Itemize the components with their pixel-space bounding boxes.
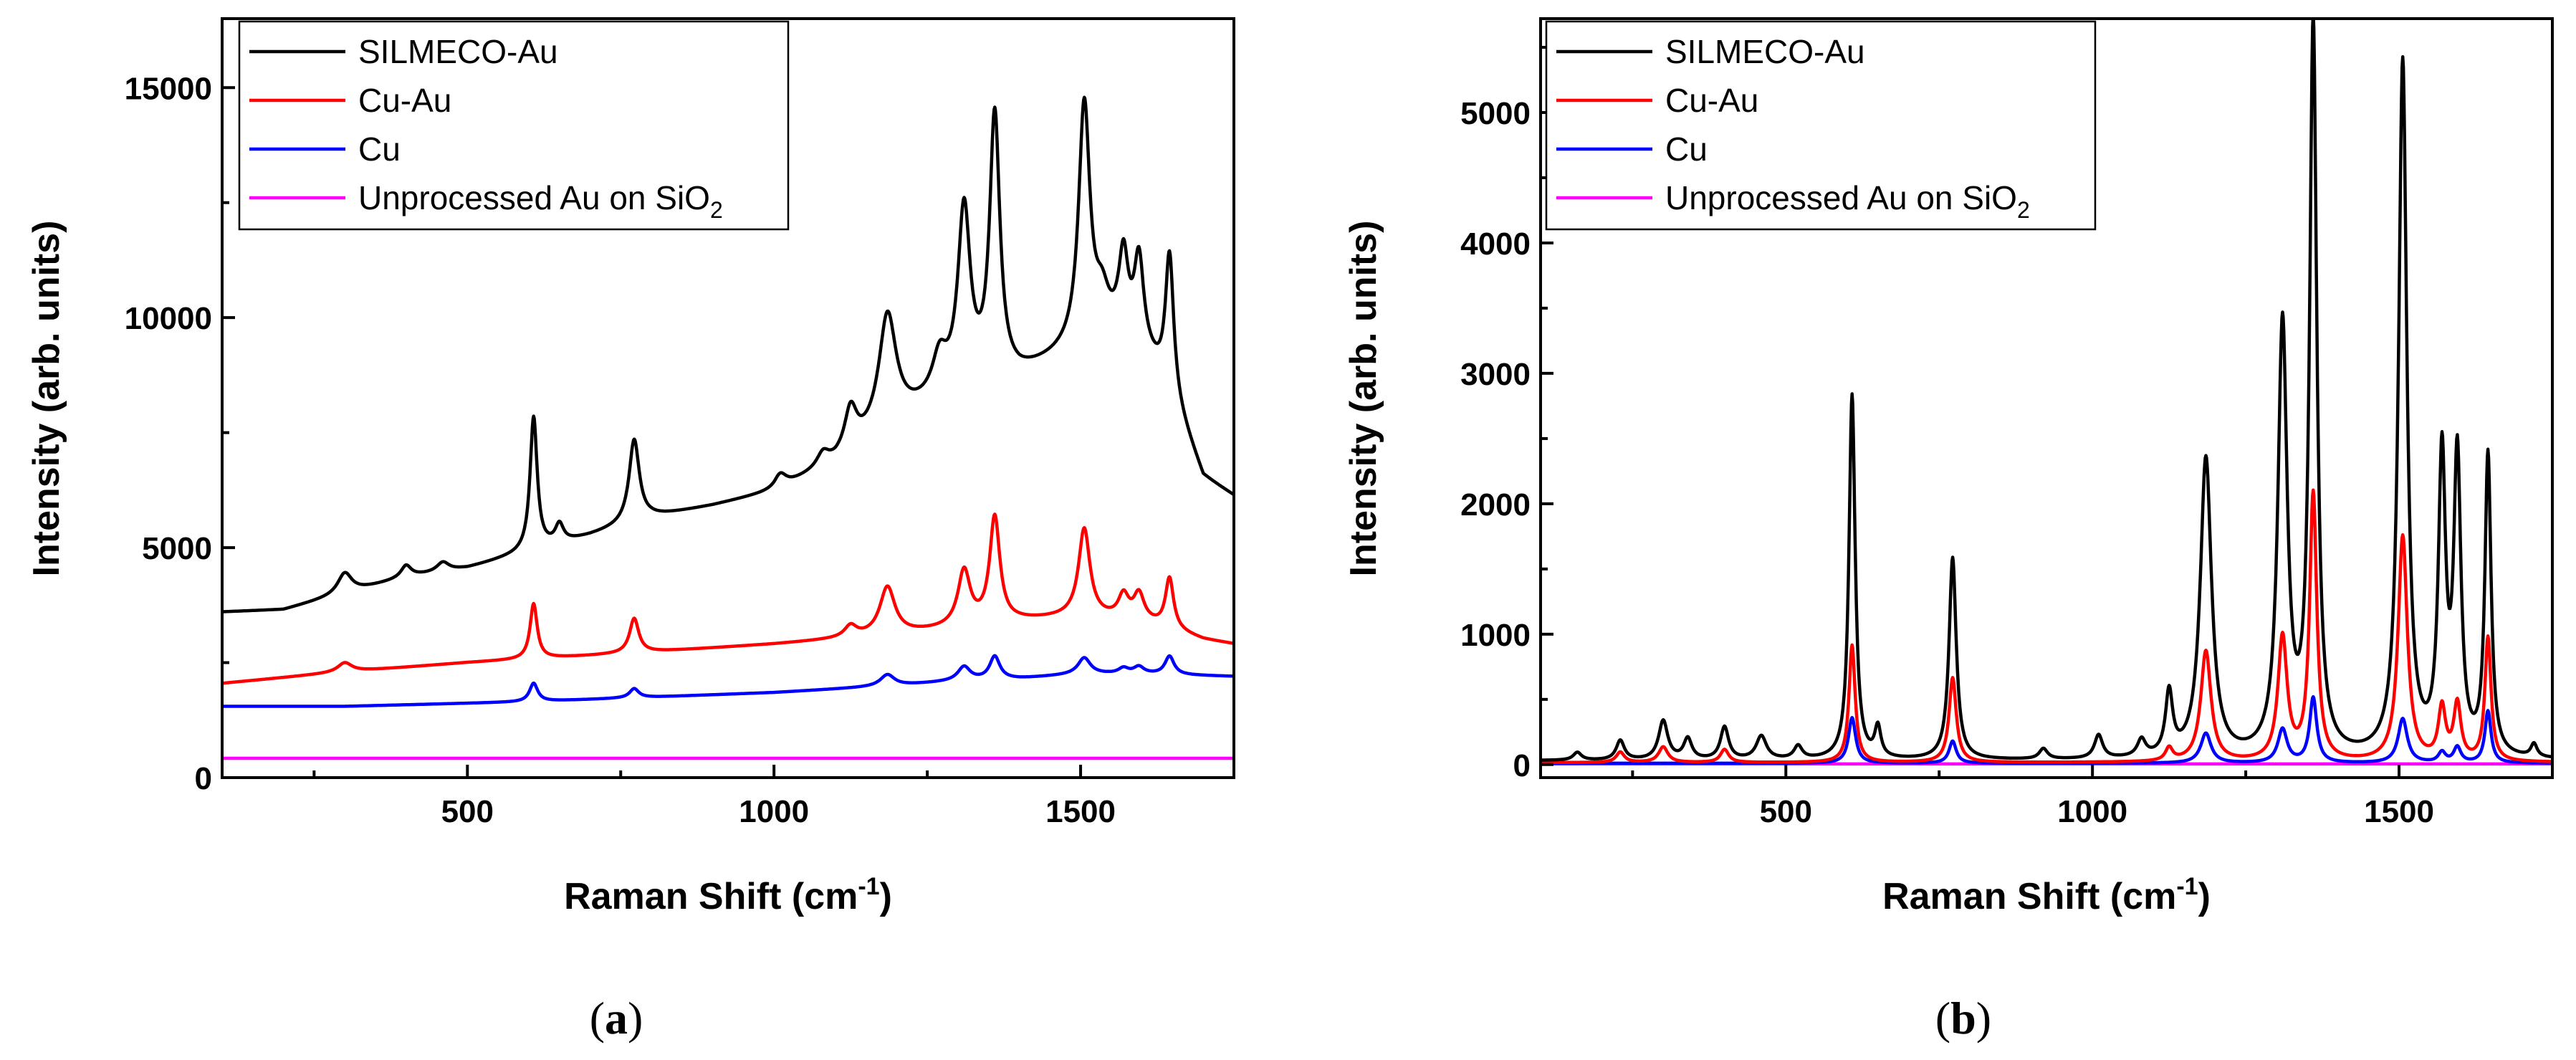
panel-a-y-tick-label: 10000 (125, 301, 212, 336)
panel-b-y-tick-label: 4000 (1460, 226, 1531, 262)
panel-a-x-tick-label: 1500 (1045, 794, 1116, 829)
panel-b-legend-label: SILMECO-Au (1665, 33, 1865, 70)
panel-a-x-tick-label: 500 (441, 794, 494, 829)
panel-b-legend-label: Unprocessed Au on SiO2 (1665, 179, 2030, 223)
panel-b-legend-box (1545, 20, 2097, 231)
panel-b-y-ticks: 0 1000 2000 3000 4000 5000 (1460, 46, 1553, 783)
panel-a-legend-label: Unprocessed Au on SiO2 (358, 179, 723, 223)
panel-b-x-ticks: 500 1000 1500 (1631, 765, 2554, 829)
panel-a-y-tick-label: 5000 (142, 531, 212, 566)
panel-b-x-tick-label: 500 (1760, 794, 1812, 829)
panel-b-x-tick-label: 1500 (2364, 794, 2434, 829)
panel-b-x-axis-title: Raman Shift (cm-1) (1882, 873, 2211, 917)
panel-b-label: (b) (1935, 993, 1991, 1044)
panel-b-y-tick-label: 0 (1513, 748, 1531, 783)
panel-a-x-axis-title: Raman Shift (cm-1) (564, 873, 892, 917)
panel-a: 500 1000 1500 0 5000 10000 15000 SILMECO-Au Cu… (26, 17, 1235, 1044)
panel-a-plot-frame (221, 17, 1235, 779)
panel-a-x-ticks: 500 1000 1500 (312, 765, 1235, 829)
panel-b-legend-label: Cu-Au (1665, 82, 1758, 119)
panel-a-legend-label: Cu (358, 130, 401, 168)
panel-a-y-tick-label: 0 (195, 761, 212, 796)
panel-b-x-tick-label: 1000 (2057, 794, 2127, 829)
panel-a-label: (a) (590, 993, 643, 1044)
panel-a-x-tick-label: 1000 (739, 794, 809, 829)
panel-a-legend-label: SILMECO-Au (358, 33, 558, 70)
panel-a-legend-label: Cu-Au (358, 82, 451, 119)
panel-a-series-cu-au (222, 512, 1234, 685)
panel-b-y-tick-label: 1000 (1460, 618, 1531, 653)
panel-b-y-tick-label: 3000 (1460, 357, 1531, 392)
panel-b-plot-frame (1539, 17, 2554, 779)
panel-a-y-ticks: 0 5000 10000 15000 (125, 71, 235, 796)
panel-b-y-axis-title: Intensity (arb. units) (1343, 221, 1384, 577)
panel-b-series-cu-au (1541, 488, 2552, 765)
panel-a-legend: SILMECO-Au Cu-Au Cu Unprocessed Au on SiO2 (238, 20, 790, 231)
panel-a-series-silmeco-au (222, 95, 1234, 613)
panel-a-series-cu (222, 654, 1234, 708)
panel-b-y-tick-label: 2000 (1460, 487, 1531, 522)
panel-a-y-tick-label: 15000 (125, 71, 212, 106)
panel-b-legend: SILMECO-Au Cu-Au Cu Unprocessed Au on SiO2 (1545, 20, 2097, 231)
panel-a-y-axis-title: Intensity (arb. units) (26, 221, 67, 577)
panel-a-legend-box (238, 20, 790, 231)
panel-b: 500 1000 1500 0 1000 2000 3000 4000 5000 SILMEC… (1343, 17, 2554, 1044)
panel-b-series-layer (1541, 19, 2552, 766)
panel-a-series-layer (222, 95, 1234, 760)
panel-b-y-tick-label: 5000 (1460, 96, 1531, 131)
panel-b-series-silmeco-au (1541, 19, 2552, 762)
panel-b-legend-label: Cu (1665, 130, 1708, 168)
